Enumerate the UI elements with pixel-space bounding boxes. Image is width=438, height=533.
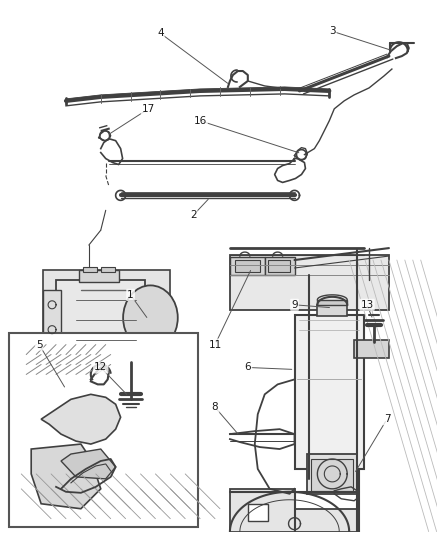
Text: 13: 13 (360, 300, 374, 310)
Polygon shape (318, 300, 347, 305)
Polygon shape (230, 255, 389, 310)
Polygon shape (318, 305, 347, 316)
Polygon shape (56, 352, 160, 361)
Polygon shape (41, 394, 120, 444)
Polygon shape (79, 270, 119, 282)
Polygon shape (230, 257, 265, 275)
Polygon shape (248, 504, 268, 521)
Text: 3: 3 (329, 26, 336, 36)
Polygon shape (230, 489, 359, 531)
Text: 16: 16 (194, 116, 207, 126)
Text: 11: 11 (208, 340, 222, 350)
Polygon shape (268, 260, 290, 272)
Polygon shape (66, 361, 150, 369)
Text: 4: 4 (157, 28, 164, 38)
Polygon shape (307, 454, 357, 494)
Polygon shape (61, 449, 116, 479)
Text: 12: 12 (94, 362, 107, 373)
Polygon shape (294, 315, 364, 469)
Polygon shape (354, 340, 389, 358)
Polygon shape (101, 267, 115, 272)
Text: 8: 8 (212, 402, 218, 412)
Text: 6: 6 (244, 362, 251, 373)
Polygon shape (43, 270, 170, 360)
Text: 2: 2 (190, 210, 197, 220)
Polygon shape (43, 290, 61, 345)
Polygon shape (311, 459, 353, 491)
Polygon shape (235, 260, 260, 272)
Text: 7: 7 (384, 414, 390, 424)
Text: 17: 17 (142, 104, 155, 114)
Ellipse shape (123, 285, 178, 350)
Polygon shape (31, 444, 101, 508)
Text: 1: 1 (127, 290, 134, 300)
Text: 5: 5 (36, 340, 42, 350)
Bar (9, 333, 198, 527)
Polygon shape (83, 267, 97, 272)
Polygon shape (56, 280, 145, 354)
Polygon shape (265, 257, 294, 275)
Text: 9: 9 (291, 300, 298, 310)
